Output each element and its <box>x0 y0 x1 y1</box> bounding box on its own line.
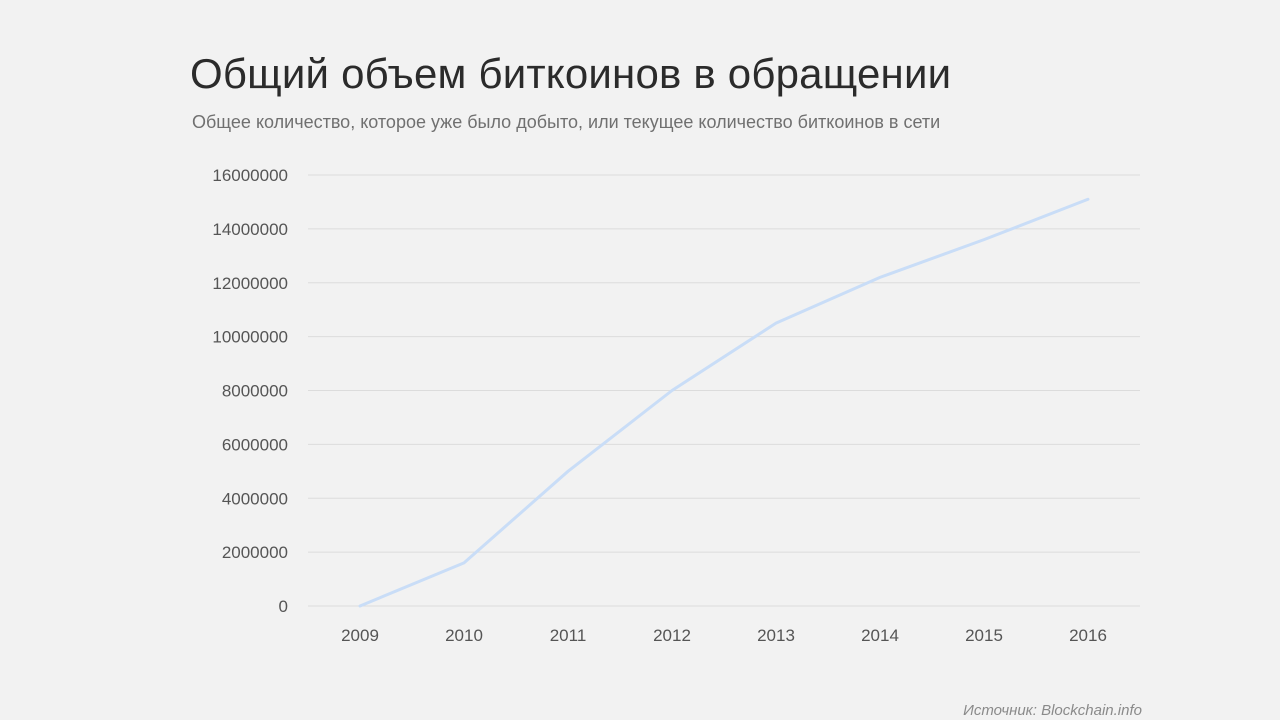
grid-lines <box>308 174 1140 607</box>
x-axis-ticks: 2009 2010 2011 2012 2013 2014 2015 2016 <box>341 626 1107 645</box>
x-tick-label: 2016 <box>1069 626 1107 645</box>
y-tick-label: 4000000 <box>222 489 288 508</box>
y-tick-label: 8000000 <box>222 382 288 401</box>
y-tick-label: 16000000 <box>212 166 288 185</box>
y-tick-label: 2000000 <box>222 543 288 562</box>
x-tick-label: 2010 <box>445 626 483 645</box>
series-line <box>358 197 1090 608</box>
x-tick-label: 2012 <box>653 626 691 645</box>
chart-title: Общий объем биткоинов в обращении <box>190 50 952 97</box>
series-lines <box>358 197 1090 608</box>
y-tick-label: 14000000 <box>212 220 288 239</box>
y-tick-label: 0 <box>279 597 288 616</box>
y-tick-label: 6000000 <box>222 435 288 454</box>
y-tick-label: 10000000 <box>212 328 288 347</box>
chart-subtitle: Общее количество, которое уже было добыт… <box>192 112 941 132</box>
source-note: Источник: Blockchain.info <box>963 702 1142 719</box>
y-axis-ticks: 0 2000000 4000000 6000000 8000000 10000000 120… <box>212 166 288 616</box>
x-tick-label: 2014 <box>861 626 899 645</box>
x-tick-label: 2015 <box>965 626 1003 645</box>
y-tick-label: 12000000 <box>212 274 288 293</box>
x-tick-label: 2011 <box>550 626 587 645</box>
x-tick-label: 2013 <box>757 626 795 645</box>
x-tick-label: 2009 <box>341 626 379 645</box>
